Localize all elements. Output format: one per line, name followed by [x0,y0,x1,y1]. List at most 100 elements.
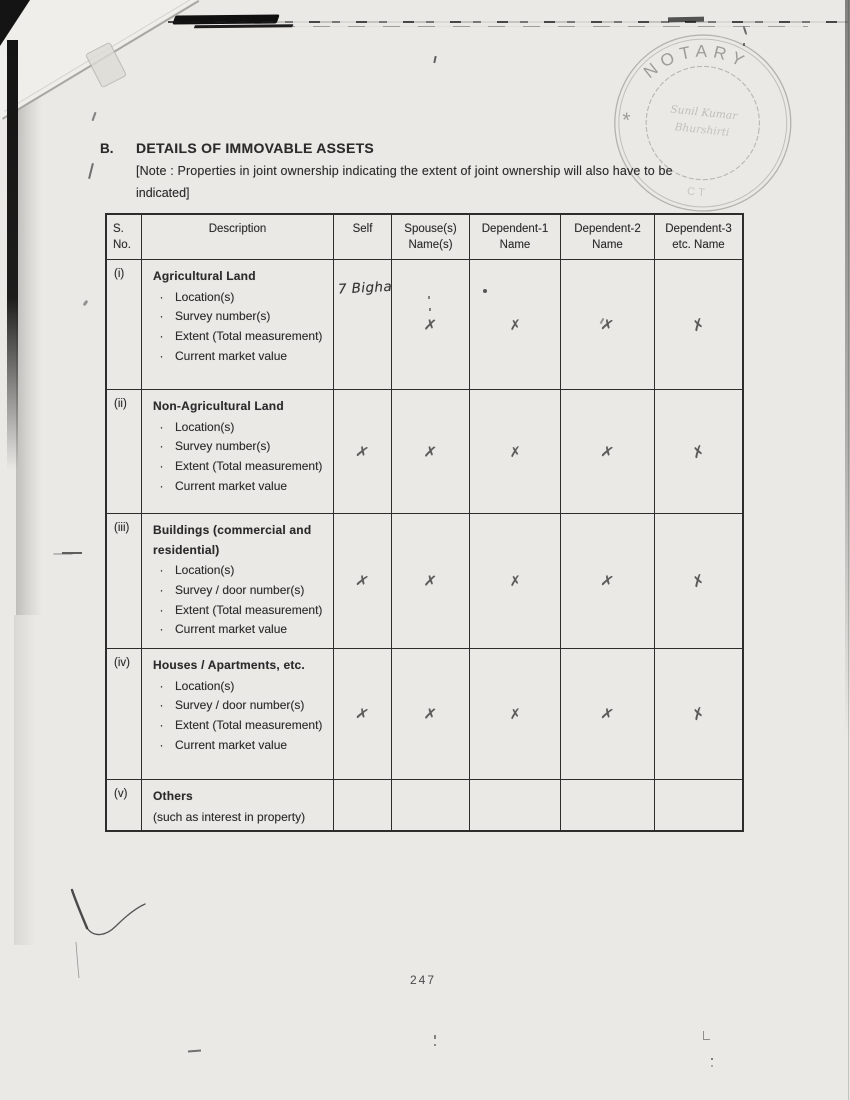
handwritten-x-mark: ✗ [508,572,522,590]
header-text: Dependent-1 [481,223,549,235]
list-item: · Survey / door number(s) [153,696,327,716]
header-text: Dependent-3 [665,223,732,235]
stamp-name-line2: Bhurshirti [673,120,730,139]
header-text: Description [208,223,267,235]
header-text: Spouse(s) [404,223,457,235]
list-item: · Location(s) [153,561,327,581]
stamp-star-icon: * [621,109,632,133]
list-item: · Extent (Total measurement) [153,457,327,477]
list-item-text: Extent (Total measurement) [175,459,323,474]
list-item-text: Survey number(s) [175,439,271,454]
list-item: · Location(s) [153,288,327,308]
handwritten-x-mark: ✗ [599,703,616,725]
value-cell-spouse: ✗ [392,649,470,779]
list-item: · Survey number(s) [153,307,327,327]
header-cell-sno: S. No. [107,215,142,259]
handwritten-x-mark: ✗ [423,314,438,335]
bullet-dot: · [159,439,164,454]
list-item-text: Extent (Total measurement) [175,602,323,617]
row-title: Buildings (commercial and residential) [153,523,312,557]
ink-speck [429,308,431,311]
header-cell-description: Description [142,215,334,259]
header-text: etc. Name [672,238,725,251]
handwritten-x-mark: ✗ [508,315,522,334]
value-cell-dependent1: ✗ [470,390,561,513]
list-item: · Extent (Total measurement) [153,716,327,736]
noise-blob-2 [667,16,705,23]
bullet-dot: · [159,583,164,598]
handwritten-x-mark: ✗ [689,703,708,725]
handwritten-x-mark: ✗ [354,441,371,462]
description-cell: Houses / Apartments, etc. · Location(s) ·… [142,649,334,779]
value-cell-dependent3: ✗ [655,514,742,648]
list-item-text: Current market value [175,348,288,363]
page-title: DETAILS OF IMMOVABLE ASSETS [136,140,375,156]
value-cell-self: ✗ [334,390,392,513]
bullet-dot: · [159,478,164,493]
list-item-text: Survey number(s) [175,309,271,324]
pen-squiggle-mark [70,888,146,979]
ink-speck [82,299,89,307]
value-cell-dependent3: ✗ [655,649,742,779]
page-number: 247 [410,973,437,987]
list-item: · Current market value [153,736,327,756]
row-subtitle: (such as interest in property) [153,809,306,824]
handwritten-x-mark: ✗ [423,441,438,462]
value-cell-dependent1 [470,780,561,830]
value-cell-dependent1: ✗ [470,649,561,779]
handwritten-x-mark: ✗ [689,440,708,463]
value-cell-self: 7 Bighas [334,260,392,389]
handwritten-x-mark: ✗ [599,570,616,592]
row-title: Non-Agricultural Land [153,399,284,413]
section-label: B. [100,141,114,156]
ink-speck [433,55,437,64]
bullet-dot: · [159,309,164,324]
bullet-dot: · [159,678,164,693]
row-number: (iv) [107,649,142,779]
pen-tick-mark-2 [88,162,94,180]
list-item-text: Current market value [175,622,288,637]
value-cell-dependent2: ✗ [561,260,655,389]
table-row-others: (v) Others (such as interest in property… [107,780,742,830]
margin-dash-mark [62,552,82,554]
noise-streak [168,21,848,24]
ink-speck [743,43,745,46]
list-item: · Current market value [153,620,327,640]
note-line-2: indicated] [136,186,190,200]
bullet-dot: · [159,419,164,434]
header-cell-dependent3: Dependent-3 etc. Name [655,215,742,259]
list-item-text: Current market value [175,737,288,752]
header-cell-dependent2: Dependent-2 Name [561,215,655,259]
value-cell-spouse [392,780,470,830]
table-row-houses-apartments: (iv) Houses / Apartments, etc. · Location… [107,649,742,780]
bullet-dot: · [159,459,164,474]
list-item-text: Location(s) [175,678,235,693]
value-cell-self: ✗ [334,514,392,648]
ink-speck [428,296,430,299]
handwritten-x-mark: ✗ [689,313,708,336]
bullet-dot: · [159,698,164,713]
value-cell-dependent2 [561,780,655,830]
list-item-text: Location(s) [175,563,235,578]
handwritten-x-mark: ✗ [689,570,708,592]
scan-noise-top-band [168,13,848,33]
table-row-agricultural-land: (i) Agricultural Land · Location(s) · Surv… [107,260,742,390]
header-cell-self: Self [334,215,392,259]
header-text: Dependent-2 [574,223,641,235]
bullet-dot: · [159,563,164,578]
list-item: · Survey number(s) [153,437,327,457]
bullet-dot: · [159,329,164,344]
bullet-dot: · [159,718,164,733]
handwritten-x-mark: ✗ [354,570,371,592]
list-item-text: Survey / door number(s) [175,698,305,713]
header-text: Name [499,238,531,251]
table-header-row: S. No. Description Self Spouse(s) Name(s… [107,215,742,260]
row-number-text: (iii) [114,522,130,534]
row-number-text: (ii) [114,398,127,410]
description-cell: Non-Agricultural Land · Location(s) · Surv… [142,390,334,513]
scan-right-edge-shadow [845,0,850,740]
value-cell-dependent3 [655,780,742,830]
header-cell-spouse: Spouse(s) Name(s) [392,215,470,259]
value-cell-spouse: ✗ [392,260,470,389]
list-item-text: Extent (Total measurement) [175,718,323,733]
